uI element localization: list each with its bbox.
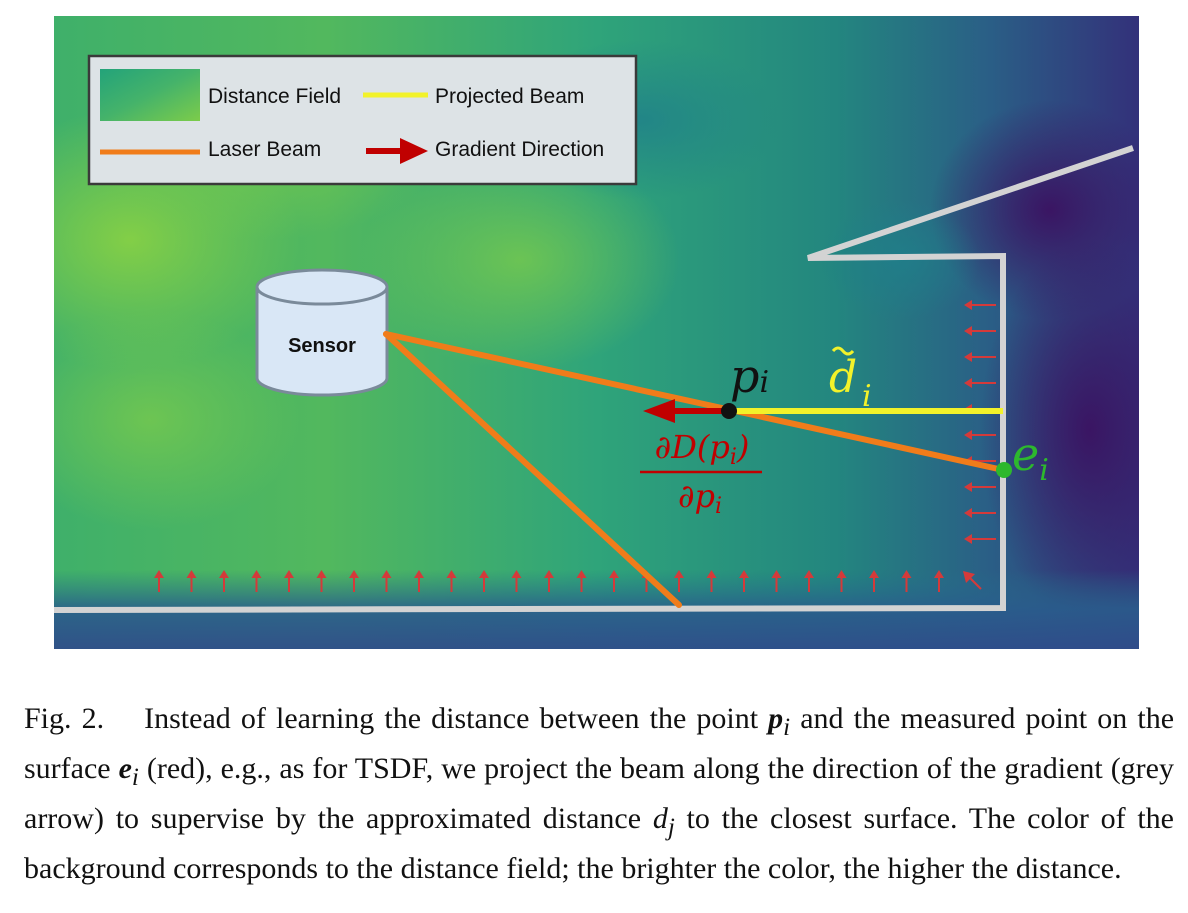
small-gradient-arrow-icon — [964, 534, 996, 544]
legend-laser-beam-label: Laser Beam — [208, 138, 321, 161]
small-gradient-arrow-icon — [934, 570, 944, 592]
small-gradient-arrow-icon — [964, 300, 996, 310]
small-gradient-arrow-icon — [804, 570, 814, 592]
caption-part-1: Instead of learning the distance between… — [144, 702, 769, 735]
small-gradient-arrow-icon — [901, 570, 912, 592]
label-e-i: ei — [1012, 427, 1049, 488]
small-gradient-arrow-icon — [964, 430, 996, 440]
svg-text:i: i — [862, 379, 872, 414]
small-gradient-arrow-icon — [511, 570, 522, 592]
caption-math-p: p — [768, 702, 784, 735]
small-gradient-arrow-icon — [446, 570, 457, 592]
small-gradient-arrow-icon — [964, 482, 996, 492]
small-gradient-arrow-icon — [964, 326, 996, 336]
sensor: Sensor — [255, 268, 389, 397]
caption-math-p-sub: i — [783, 714, 791, 741]
small-gradient-arrow-icon — [836, 570, 847, 592]
legend: Distance Field Projected Beam Laser Beam… — [87, 54, 638, 186]
legend-gradient-direction-label: Gradient Direction — [435, 138, 604, 161]
sensor-label: Sensor — [288, 335, 356, 357]
endpoint-e-i — [996, 462, 1012, 478]
caption-math-e-sub: i — [131, 764, 139, 791]
small-gradient-arrow-icon — [706, 570, 717, 592]
label-p-i: pi — [730, 349, 769, 403]
laser-beam-to-floor — [383, 331, 682, 608]
small-gradient-arrow-icon — [964, 508, 996, 518]
small-gradient-arrow-icon — [963, 571, 982, 590]
small-gradient-arrow-icon — [414, 570, 424, 592]
caption-part-4: to the closest surface. The color of the… — [24, 802, 1174, 885]
small-gradient-arrow-icon — [349, 570, 359, 592]
small-gradient-arrow-icon — [251, 570, 262, 592]
legend-gradient-arrow-icon — [366, 138, 428, 164]
svg-text:∂pi: ∂pi — [678, 477, 722, 519]
legend-distance-field-swatch — [100, 69, 200, 121]
svg-text:d: d — [829, 352, 857, 403]
laser-beams — [383, 331, 1006, 608]
small-gradient-arrow-icon — [381, 570, 392, 592]
figure-caption: Fig. 2. Instead of learning the distance … — [24, 698, 1174, 889]
gradient-fraction: ∂D(pi) ∂pi — [640, 428, 762, 519]
small-gradient-arrow-icon — [186, 570, 197, 592]
small-gradient-arrow-icon — [544, 570, 554, 592]
small-gradient-arrow-icon — [316, 570, 327, 592]
small-gradient-arrow-icon — [674, 570, 684, 592]
caption-math-d-sub: j — [667, 814, 675, 841]
small-gradient-arrow-icon — [609, 570, 619, 592]
legend-distance-field-label: Distance Field — [208, 85, 341, 108]
caption-math-e: e — [118, 752, 132, 785]
gradient-direction-arrow — [643, 399, 729, 423]
small-gradient-arrow-icon — [479, 570, 489, 592]
surface-walls — [53, 145, 1134, 613]
small-gradient-arrow-icon — [576, 570, 587, 592]
legend-projected-beam-label: Projected Beam — [435, 85, 584, 108]
small-gradient-arrow-icon — [771, 570, 782, 592]
small-gradient-arrow-icon — [284, 570, 294, 592]
small-gradient-arrow-icon — [219, 570, 229, 592]
small-gradient-arrow-icon — [869, 570, 879, 592]
point-p-i — [721, 403, 737, 419]
caption-part-2: and the measured point on the surface — [24, 702, 1175, 785]
caption-math-d: d — [652, 802, 668, 835]
small-gradient-arrow-icon — [154, 570, 164, 592]
svg-text:∂D(pi): ∂D(pi) — [655, 428, 750, 470]
small-gradient-arrow-icon — [964, 352, 996, 362]
label-d-tilde-i: d i — [829, 346, 872, 414]
laser-beam-to-wall — [383, 331, 1006, 473]
small-gradient-arrow-icon — [739, 570, 749, 592]
caption-part-3: (red), e.g., as for TSDF, we project the… — [24, 752, 1174, 835]
figure-label: Fig. 2. — [24, 702, 105, 735]
small-gradient-arrow-icon — [964, 378, 996, 388]
